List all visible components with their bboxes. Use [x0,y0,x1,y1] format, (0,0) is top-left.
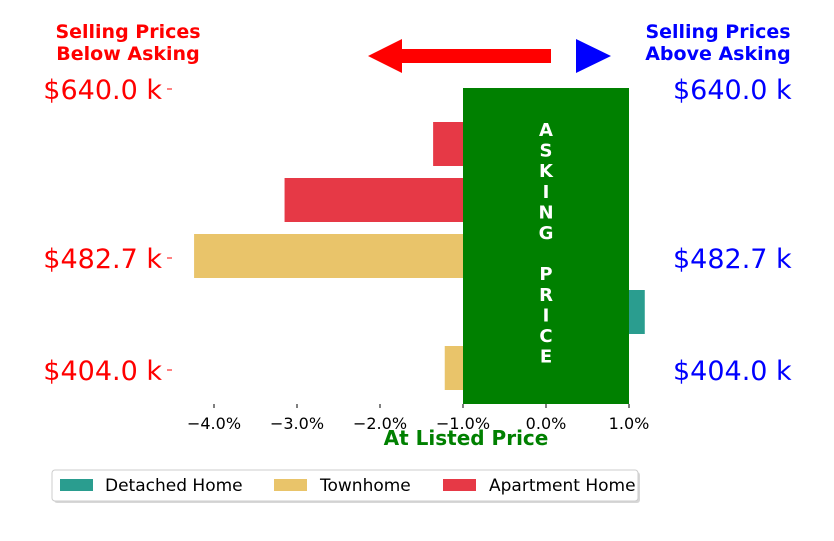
price-label-right-bottom: $404.0 k [673,356,792,387]
bar-2 [284,178,463,222]
banner-letter: S [540,141,553,162]
price-labels-left: $640.0 k $482.7 k $404.0 k [43,75,172,387]
x-axis-label: At Listed Price [384,426,549,450]
legend: Detached Home Townhome Apartment Home [51,469,640,503]
banner-letter: P [539,264,552,285]
below-asking-title-line2: Below Asking [56,43,199,65]
legend-swatch-townhome [274,479,307,491]
price-label-left-middle: $482.7 k [43,244,162,275]
asking-price-band [463,88,629,404]
x-tick-label: −1.0% [436,414,490,433]
bar-1 [433,122,463,166]
bar-3 [194,234,463,278]
legend-swatch-detached [60,479,93,491]
legend-frame [51,469,639,502]
above-asking-title-line1: Selling Prices [645,21,790,43]
banner-letter: E [540,347,552,368]
below-asking-title-line1: Selling Prices [55,21,200,43]
banner-letter: I [543,305,550,326]
x-tick-label: −3.0% [270,414,324,433]
x-tick-label: 1.0% [609,414,650,433]
bar-5 [444,346,463,390]
price-label-right-middle: $482.7 k [673,244,792,275]
x-tick-label: −4.0% [187,414,241,433]
left-arrow-icon [368,39,551,73]
legend-label-apartment: Apartment Home [489,476,636,496]
banner-letter: K [539,161,554,182]
legend-label-townhome: Townhome [319,476,411,496]
legend-swatch-apartment [443,479,476,491]
banner-letter: I [543,182,550,203]
right-arrow-icon [576,39,611,73]
x-tick-label: 0.0% [526,414,567,433]
price-label-right-top: $640.0 k [673,75,792,106]
banner-letter: C [539,326,552,347]
price-label-left-bottom: $404.0 k [43,356,162,387]
x-tick-label: −2.0% [353,414,407,433]
banner-letter: N [538,202,553,223]
price-labels-right: $640.0 k $482.7 k $404.0 k [673,75,792,387]
banner-letter: G [539,223,554,244]
above-asking-title-line2: Above Asking [645,43,791,65]
banner-letter: A [539,120,553,141]
price-label-left-top: $640.0 k [43,75,162,106]
banner-letter: R [539,285,553,306]
legend-label-detached: Detached Home [105,476,243,496]
